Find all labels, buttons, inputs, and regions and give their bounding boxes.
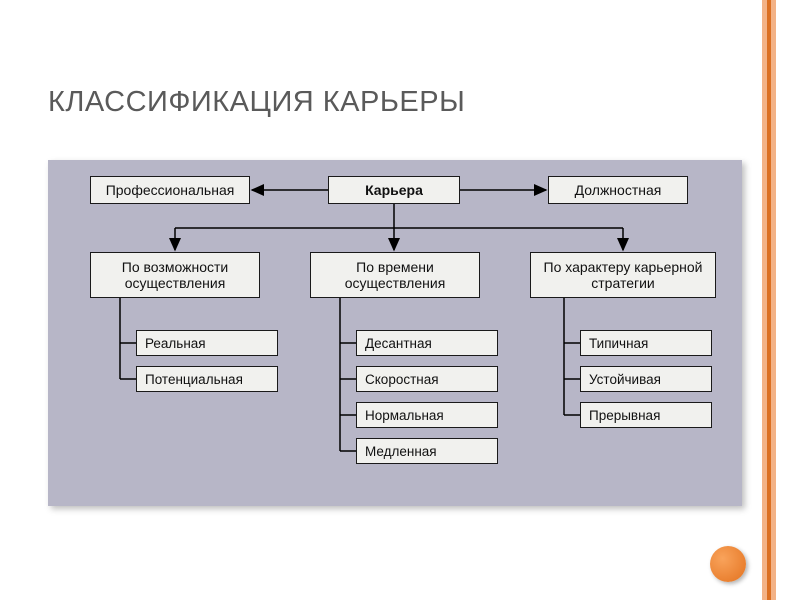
node-category-opportunity: По возможности осуществления [90,252,260,298]
node-category-strategy: По характеру карьерной стратегии [530,252,716,298]
decor-stripe-inner [767,0,771,600]
leaf-normal: Нормальная [356,402,498,428]
node-positional: Должностная [548,176,688,204]
leaf-broken: Прерывная [580,402,712,428]
leaf-potential: Потенциальная [136,366,278,392]
leaf-landing: Десантная [356,330,498,356]
classification-diagram: Карьера Профессиональная Должностная По … [48,160,742,506]
node-professional: Профессиональная [90,176,250,204]
node-category-time: По времени осуществления [310,252,480,298]
leaf-typical: Типичная [580,330,712,356]
leaf-real: Реальная [136,330,278,356]
leaf-fast: Скоростная [356,366,498,392]
page-title: КЛАССИФИКАЦИЯ КАРЬЕРЫ [48,86,465,119]
leaf-stable: Устойчивая [580,366,712,392]
node-root-career: Карьера [328,176,460,204]
decor-dot-icon [710,546,746,582]
slide: КЛАССИФИКАЦИЯ КАРЬЕРЫ [0,0,800,600]
leaf-slow: Медленная [356,438,498,464]
